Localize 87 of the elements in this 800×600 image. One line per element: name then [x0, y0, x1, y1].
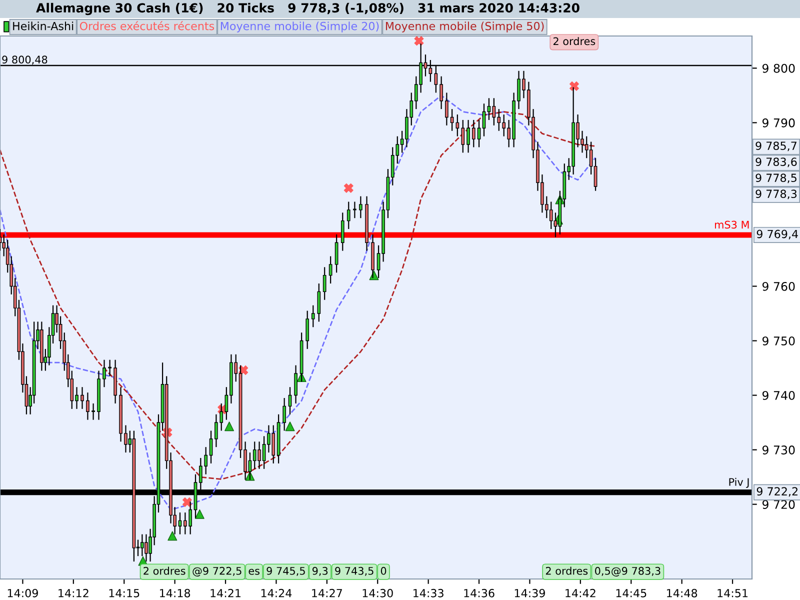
candlestick — [472, 119, 476, 148]
annotation: 9,3 — [312, 566, 328, 576]
candlestick — [487, 98, 491, 121]
candlestick — [108, 359, 112, 377]
candlestick — [102, 359, 106, 388]
point — [168, 531, 178, 541]
text: Moyenne mobile (Simple 50) — [386, 22, 544, 32]
point — [344, 183, 354, 193]
x-tick-label: 14:48 — [667, 588, 698, 598]
annotation: 2 ordres — [546, 566, 588, 575]
x-tick-label: 14:27 — [312, 588, 342, 598]
y-tick-label: 9 760 — [762, 282, 795, 291]
candlestick — [282, 397, 286, 432]
x-tick-label: 14:42 — [566, 588, 596, 598]
candlestick — [306, 310, 310, 350]
annotation: 2 ordres — [144, 566, 186, 575]
point — [194, 509, 204, 519]
text: 9 783,6 — [756, 158, 797, 168]
candlestick — [353, 201, 356, 219]
chart-title: Allemagne 30 Cash (1€) 20 Ticks 9 778,3 (-1,08%) 31 mars 2020 14:43:20 — [36, 2, 580, 16]
candlestick — [80, 386, 84, 410]
annotation: 9 745,5 — [266, 566, 305, 576]
candlestick — [294, 364, 298, 404]
x-tick-label: 14:33 — [414, 588, 444, 598]
y-tick-label: 9 740 — [762, 390, 795, 400]
candlestick — [466, 119, 470, 154]
legend-label: Heikin-Ashi — [13, 22, 74, 30]
candlestick — [288, 386, 292, 415]
candlestick — [334, 234, 338, 274]
candlestick — [549, 201, 553, 230]
annotation: 9 743,5 — [335, 566, 374, 576]
candlestick — [340, 212, 344, 252]
text: Ordres exécutés récents — [80, 21, 214, 30]
candlestick — [445, 92, 448, 126]
y-tick-label: 9 750 — [762, 336, 795, 346]
annotation: 0,5@9 783,3 — [595, 566, 660, 576]
x-tick-label: 14:21 — [210, 588, 241, 598]
annotation: 2 ordres — [553, 37, 596, 46]
x-tick-label: 14:51 — [718, 589, 748, 598]
annotation: 9 769,4 — [756, 230, 798, 240]
x-tick-label: 14:39 — [514, 588, 545, 598]
x-tick-label: 14:18 — [160, 588, 190, 598]
candlestick — [92, 402, 95, 420]
x-tick-label: 14:45 — [616, 589, 646, 598]
annotation: @9 722,5 — [192, 566, 242, 576]
x-tick-label: 14:15 — [109, 589, 140, 598]
text: Moyenne mobile (Simple 20) — [220, 22, 379, 32]
text: 9 778,3 — [756, 190, 797, 200]
candlestick — [461, 119, 465, 154]
candlestick — [477, 119, 481, 148]
x-tick-label: 14:36 — [464, 588, 494, 598]
ref-line-label: Piv J — [729, 478, 749, 488]
point — [285, 422, 295, 432]
ref-line-label: mS3 M — [715, 220, 749, 229]
y-tick-label: 9 720 — [762, 500, 795, 509]
candlestick — [322, 266, 326, 300]
candlestick — [346, 201, 350, 230]
candlestick — [311, 304, 315, 328]
y-tick-label: 9 800 — [762, 64, 795, 73]
candlestick — [450, 108, 454, 132]
candlestick — [359, 196, 362, 219]
candlestick — [140, 534, 144, 557]
ref-line-label: 9 800,48 — [2, 56, 48, 65]
candlestick — [482, 103, 486, 137]
annotation: 9 722,2 — [756, 487, 798, 497]
x-tick-label: 14:24 — [261, 588, 292, 598]
y-tick-label: 9 730 — [762, 446, 795, 454]
point — [224, 422, 234, 432]
text: 9 778,5 — [756, 174, 796, 184]
text: 9 785,7 — [756, 142, 796, 152]
annotation: 0 — [380, 566, 386, 575]
x-tick-label: 14:12 — [58, 588, 88, 598]
candlestick — [317, 282, 321, 322]
annotation: es — [248, 568, 260, 575]
point — [182, 497, 192, 507]
candlestick — [144, 534, 148, 562]
candlestick — [440, 76, 443, 110]
candlestick — [209, 430, 213, 464]
candlestick — [456, 114, 460, 137]
point — [570, 81, 579, 91]
candlestick — [328, 256, 332, 284]
x-tick-label: 14:09 — [8, 588, 38, 598]
x-tick-label: 14:30 — [362, 588, 393, 598]
point — [414, 36, 424, 46]
candlestick — [178, 512, 182, 535]
y-tick-label: 9 790 — [762, 118, 795, 128]
candlestick — [86, 392, 90, 420]
